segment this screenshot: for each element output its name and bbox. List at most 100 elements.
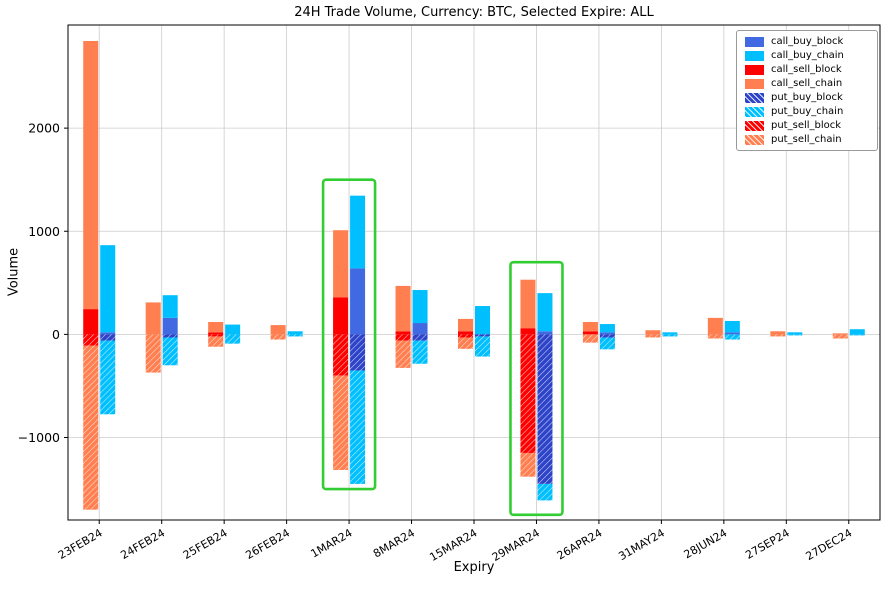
bar-segment-put_sell_block-23FEB24 (83, 334, 99, 346)
bar-segment-call_sell_chain-28JUN24 (707, 317, 723, 335)
bar-segment-put_sell_block-29MAR24 (520, 334, 536, 453)
legend-item-call_sell_block: call_sell_block (745, 64, 869, 75)
x-tick-label-29MAR24: 29MAR24 (490, 526, 542, 564)
bar-segment-put_sell_chain-26FEB24 (270, 334, 286, 340)
y-tick-label: −1000 (18, 430, 60, 445)
bar-segment-put_buy_block-29MAR24 (537, 334, 553, 484)
x-tick-label-26FEB24: 26FEB24 (243, 526, 292, 562)
bar-segment-call_sell_chain-25FEB24 (208, 322, 224, 333)
bar-segment-call_buy_chain-28JUN24 (724, 320, 740, 333)
bar-segment-put_sell_chain-27DEC24 (832, 334, 848, 339)
bar-segment-call_buy_chain-8MAR24 (412, 290, 428, 324)
bar-segment-put_sell_block-1MAR24 (333, 334, 349, 376)
bar-segment-put_buy_chain-15MAR24 (475, 336, 490, 357)
bar-segment-put_sell_chain-24FEB24 (145, 334, 161, 373)
bar-segment-put_buy_chain-24FEB24 (162, 337, 178, 366)
bar-segment-call_buy_chain-23FEB24 (100, 245, 116, 333)
bar-segment-call_buy_block-23FEB24 (100, 332, 116, 335)
bar-segment-put_buy_block-1MAR24 (350, 334, 366, 371)
y-axis-label: Volume (6, 247, 22, 297)
bar-segment-call_buy_chain-26FEB24 (287, 331, 303, 335)
bar-segment-call_buy_chain-29MAR24 (537, 293, 553, 332)
y-tick-label: 1000 (28, 224, 60, 239)
bar-segment-put_buy_chain-27DEC24 (849, 334, 865, 336)
bar-segment-put_sell_chain-31MAY24 (645, 334, 661, 338)
bar-segment-put_buy_chain-1MAR24 (350, 370, 366, 484)
legend-swatch-put_buy_chain (745, 106, 764, 117)
bar-segment-call_buy_block-29MAR24 (537, 331, 553, 335)
bar-segment-call_buy_block-26APR24 (599, 332, 615, 335)
bar-segment-put_buy_block-15MAR24 (475, 334, 490, 337)
legend-item-put_sell_chain: put_sell_chain (745, 134, 869, 145)
bar-segment-put_buy_chain-26APR24 (599, 337, 615, 350)
legend-swatch-put_buy_block (745, 92, 764, 103)
legend-label-call_sell_chain: call_sell_chain (771, 78, 843, 89)
bar-segment-call_sell_block-29MAR24 (520, 328, 536, 335)
bar-segment-put_buy_chain-23FEB24 (100, 340, 116, 415)
legend-swatch-put_sell_block (745, 120, 764, 131)
x-tick-label-8MAR24: 8MAR24 (371, 526, 417, 560)
bar-segment-put_buy_chain-8MAR24 (412, 340, 428, 364)
highlight-box-1MAR24 (321, 178, 377, 491)
bar-segment-call_sell_chain-27SEP24 (770, 331, 786, 335)
legend-label-put_buy_block: put_buy_block (771, 92, 843, 103)
bar-segment-put_buy_block-24FEB24 (162, 334, 178, 338)
legend-label-call_buy_chain: call_buy_chain (771, 50, 844, 61)
legend-item-call_sell_chain: call_sell_chain (745, 78, 869, 89)
bar-segment-call_buy_chain-31MAY24 (662, 332, 678, 335)
x-tick-label-24FEB24: 24FEB24 (118, 526, 167, 562)
x-tick-label-23FEB24: 23FEB24 (56, 526, 105, 562)
legend: call_buy_block call_buy_chain call_sell_bl… (736, 30, 878, 151)
bar-segment-call_sell_chain-26APR24 (582, 322, 598, 332)
bar-segment-call_buy_chain-1MAR24 (350, 195, 366, 269)
bar-segment-call_sell_chain-31MAY24 (645, 330, 661, 335)
bar-segment-call_sell_chain-1MAR24 (333, 230, 349, 298)
bar-segment-call_sell_block-25FEB24 (208, 332, 224, 335)
legend-item-put_sell_block: put_sell_block (745, 120, 869, 131)
legend-item-call_buy_block: call_buy_block (745, 36, 869, 47)
bar-segment-put_sell_block-15MAR24 (458, 334, 473, 338)
bar-segment-put_sell_block-8MAR24 (395, 334, 411, 341)
bar-segment-call_buy_chain-26APR24 (599, 324, 615, 333)
legend-label-put_sell_block: put_sell_block (771, 120, 842, 131)
legend-label-call_sell_block: call_sell_block (771, 64, 842, 75)
bar-segment-call_sell_chain-15MAR24 (458, 318, 473, 332)
chart-title: 24H Trade Volume, Currency: BTC, Selecte… (294, 5, 654, 20)
x-tick-label-31MAY24: 31MAY24 (616, 526, 667, 563)
bar-segment-call_sell_block-23FEB24 (83, 309, 99, 335)
y-tick-label: 0 (52, 327, 60, 342)
bar-segment-call_buy_chain-15MAR24 (475, 306, 490, 335)
bar-segment-put_buy_block-8MAR24 (412, 334, 428, 341)
legend-item-put_buy_block: put_buy_block (745, 92, 869, 103)
legend-swatch-call_sell_chain (745, 78, 764, 89)
x-tick-label-25FEB24: 25FEB24 (181, 526, 230, 562)
bar-segment-put_buy_chain-29MAR24 (537, 483, 553, 501)
bar-segment-put_sell_chain-26APR24 (582, 334, 598, 343)
bar-segment-put_sell_chain-1MAR24 (333, 375, 349, 470)
bar-segment-put_sell_block-25FEB24 (208, 334, 224, 337)
x-tick-label-26APR24: 26APR24 (555, 526, 605, 562)
legend-label-call_buy_block: call_buy_block (771, 36, 844, 47)
bar-segment-call_sell_block-8MAR24 (395, 331, 411, 335)
bar-segment-put_buy_chain-26FEB24 (287, 334, 303, 337)
x-tick-label-1MAR24: 1MAR24 (309, 526, 355, 560)
bar-segment-call_sell_chain-29MAR24 (520, 279, 536, 329)
bar-segment-put_buy_block-26APR24 (599, 334, 615, 338)
bar-segment-put_buy_block-23FEB24 (100, 334, 116, 341)
highlight-box-29MAR24 (509, 260, 564, 517)
bar-segment-put_buy_chain-27SEP24 (787, 334, 803, 336)
x-tick-label-28JUN24: 28JUN24 (682, 526, 730, 561)
legend-item-put_buy_chain: put_buy_chain (745, 106, 869, 117)
legend-swatch-call_buy_chain (745, 50, 764, 61)
legend-label-put_buy_chain: put_buy_chain (771, 106, 844, 117)
bar-segment-put_sell_chain-28JUN24 (707, 334, 723, 339)
bar-segment-put_sell_chain-15MAR24 (458, 337, 473, 349)
bar-segment-call_sell_block-1MAR24 (333, 297, 349, 335)
bar-segment-put_sell_chain-29MAR24 (520, 452, 536, 477)
legend-item-call_buy_chain: call_buy_chain (745, 50, 869, 61)
bar-segment-call_sell_chain-8MAR24 (395, 285, 411, 332)
legend-swatch-call_sell_block (745, 64, 764, 75)
bar-segment-call_sell_chain-24FEB24 (145, 302, 161, 335)
bar-segment-call_buy_block-28JUN24 (724, 332, 740, 335)
